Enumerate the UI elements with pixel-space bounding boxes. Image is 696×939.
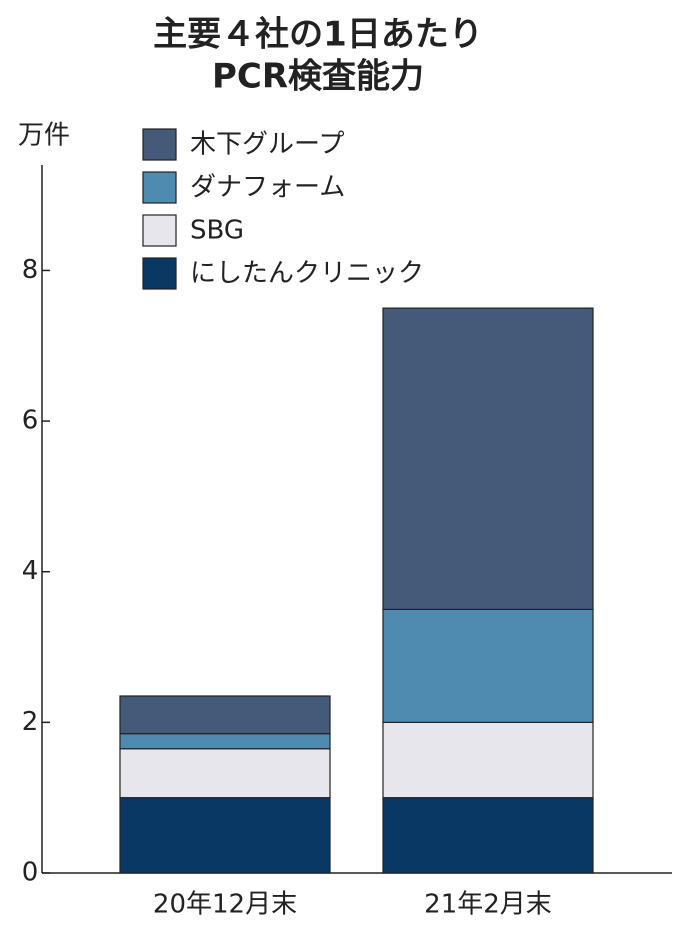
y-tick-label: 8 [22, 255, 39, 285]
legend-label: 木下グループ [190, 130, 344, 160]
x-tick-label: 21年2月末 [424, 890, 552, 920]
legend-label: にしたんクリニック [190, 259, 424, 289]
bar-segment [382, 608, 594, 723]
bar-segment [382, 307, 594, 610]
legend-swatch [142, 257, 177, 290]
bar-segment [119, 695, 331, 735]
x-tick-label: 20年12月末 [153, 890, 297, 920]
legend-label: ダナフォーム [190, 173, 345, 203]
y-tick-label: 6 [22, 406, 39, 436]
bar-segment [119, 797, 331, 874]
bar-segment [382, 797, 594, 874]
bar-segment [119, 748, 331, 799]
legend-swatch [142, 214, 177, 247]
chart-title: 主要４社の1日あたり [153, 15, 483, 55]
legend-swatch [142, 128, 177, 161]
y-tick-label: 4 [22, 556, 39, 586]
chart-title: PCR検査能力 [212, 57, 424, 97]
bar-segment [382, 721, 594, 799]
y-tick-label: 2 [22, 707, 39, 737]
bar-segment [119, 733, 331, 750]
legend-label: SBG [190, 216, 244, 246]
y-tick-label: 0 [22, 858, 39, 888]
y-axis-label: 万件 [18, 121, 70, 151]
legend-swatch [142, 171, 177, 204]
